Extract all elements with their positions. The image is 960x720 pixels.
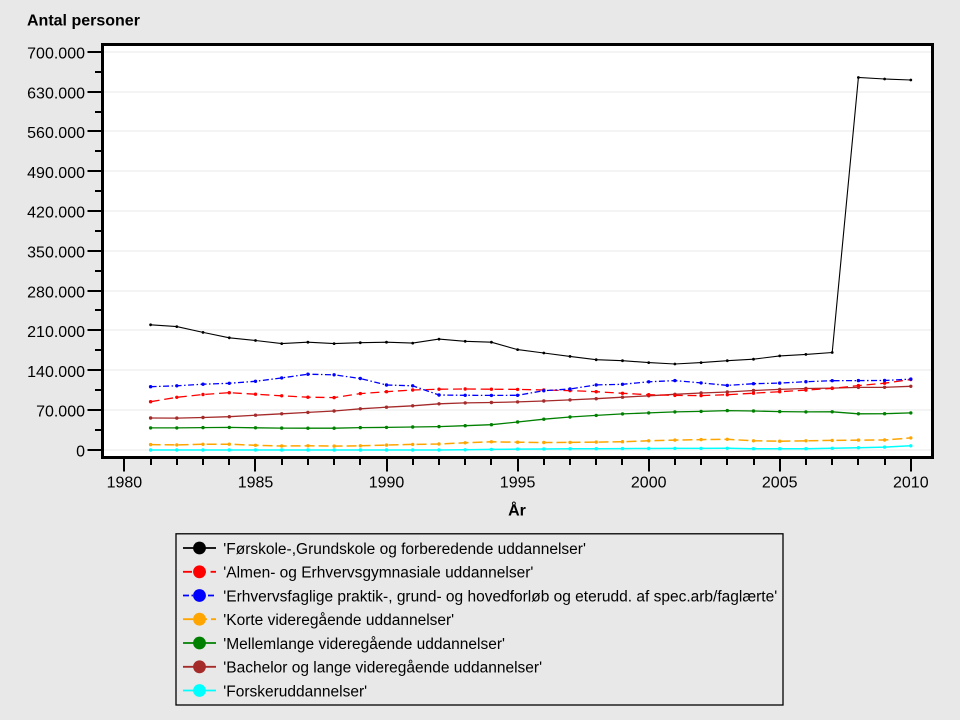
svg-text:1990: 1990 [369, 475, 405, 492]
svg-text:'Almen- og Erhvervsgymnasiale: 'Almen- og Erhvervsgymnasiale uddannelse… [223, 565, 533, 582]
svg-text:'Erhvervsfaglige praktik-, gru: 'Erhvervsfaglige praktik-, grund- og hov… [223, 588, 777, 605]
svg-text:1985: 1985 [238, 475, 274, 492]
svg-text:210.000: 210.000 [27, 324, 85, 341]
svg-text:1995: 1995 [500, 475, 536, 492]
svg-text:'Forskeruddannelser': 'Forskeruddannelser' [223, 683, 367, 700]
svg-text:'Mellemlange videregående udda: 'Mellemlange videregående uddannelser' [223, 636, 505, 653]
svg-text:420.000: 420.000 [27, 205, 85, 222]
svg-text:560.000: 560.000 [27, 125, 85, 142]
svg-text:630.000: 630.000 [27, 85, 85, 102]
svg-text:140.000: 140.000 [27, 364, 85, 381]
svg-text:2010: 2010 [893, 475, 929, 492]
svg-text:'Bachelor og lange videregåend: 'Bachelor og lange videregående uddannel… [223, 660, 542, 677]
svg-text:Antal personer: Antal personer [27, 13, 140, 30]
svg-text:0: 0 [76, 444, 85, 461]
svg-text:350.000: 350.000 [27, 245, 85, 262]
svg-text:År: År [508, 501, 526, 520]
svg-text:2005: 2005 [762, 475, 798, 492]
svg-text:280.000: 280.000 [27, 284, 85, 301]
svg-text:1980: 1980 [107, 475, 143, 492]
svg-text:70.000: 70.000 [36, 404, 85, 421]
svg-text:'Førskole-,Grundskole og forbe: 'Førskole-,Grundskole og forberedende ud… [223, 541, 586, 558]
svg-text:'Korte videregående uddannelse: 'Korte videregående uddannelser' [223, 612, 454, 629]
svg-text:700.000: 700.000 [27, 46, 85, 63]
svg-text:2000: 2000 [631, 475, 667, 492]
svg-text:490.000: 490.000 [27, 165, 85, 182]
